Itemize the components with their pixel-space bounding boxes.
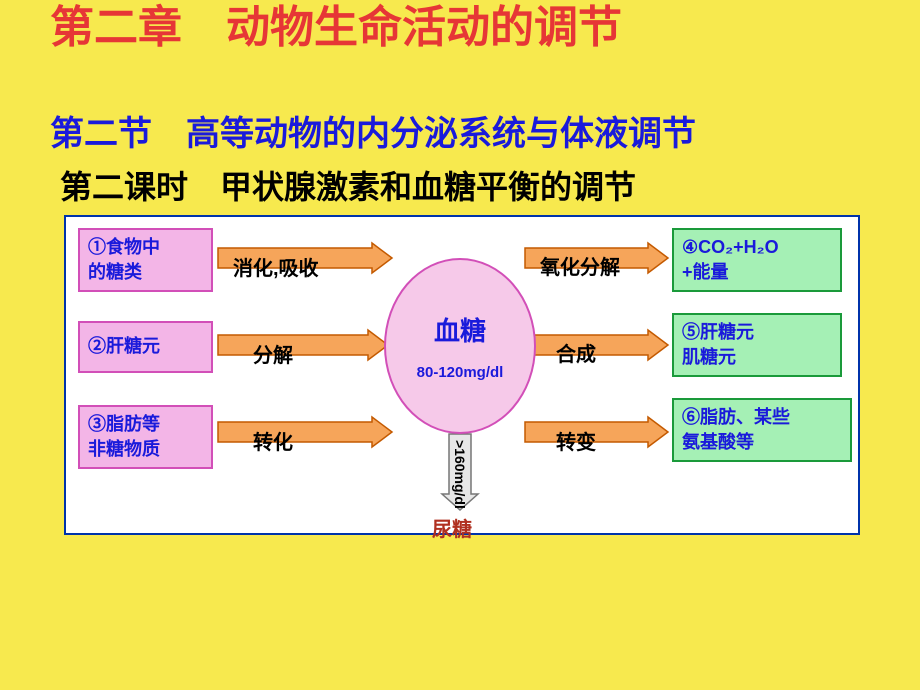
left-box-1: ②肝糖元 <box>78 321 213 373</box>
left-arrow-1 <box>218 330 388 360</box>
left-arrow-label-2: 转化 <box>253 426 293 455</box>
right-box-2: ⑥脂肪、某些 氨基酸等 <box>672 398 852 462</box>
right-box-1: ⑤肝糖元 肌糖元 <box>672 313 842 377</box>
right-box-0: ④CO₂+H₂O +能量 <box>672 228 842 292</box>
section-title: 第二节 高等动物的内分泌系统与体液调节 <box>50 106 696 155</box>
lesson-title: 第二课时 甲状腺激素和血糖平衡的调节 <box>60 162 636 208</box>
left-arrow-2 <box>218 417 392 447</box>
left-box-2: ③脂肪等 非糖物质 <box>78 405 213 469</box>
center-ellipse: 血糖 80-120mg/dl <box>384 258 536 434</box>
left-box-0: ①食物中 的糖类 <box>78 228 213 292</box>
right-arrow-label-1: 合成 <box>556 338 596 367</box>
right-arrow-2 <box>525 417 668 447</box>
right-arrow-label-2: 转变 <box>556 426 596 455</box>
right-arrow-1 <box>532 330 668 360</box>
right-arrow-label-0: 氧化分解 <box>540 251 620 280</box>
left-arrow-label-1: 分解 <box>253 339 293 368</box>
down-arrow-label: >160mg/dl <box>452 440 468 509</box>
urine-label: 尿糖 <box>432 513 472 542</box>
left-arrow-label-0: 消化,吸收 <box>233 252 319 281</box>
center-title: 血糖 <box>434 311 486 348</box>
center-range: 80-120mg/dl <box>417 364 504 381</box>
chapter-title: 第二章 动物生命活动的调节 <box>50 2 830 55</box>
